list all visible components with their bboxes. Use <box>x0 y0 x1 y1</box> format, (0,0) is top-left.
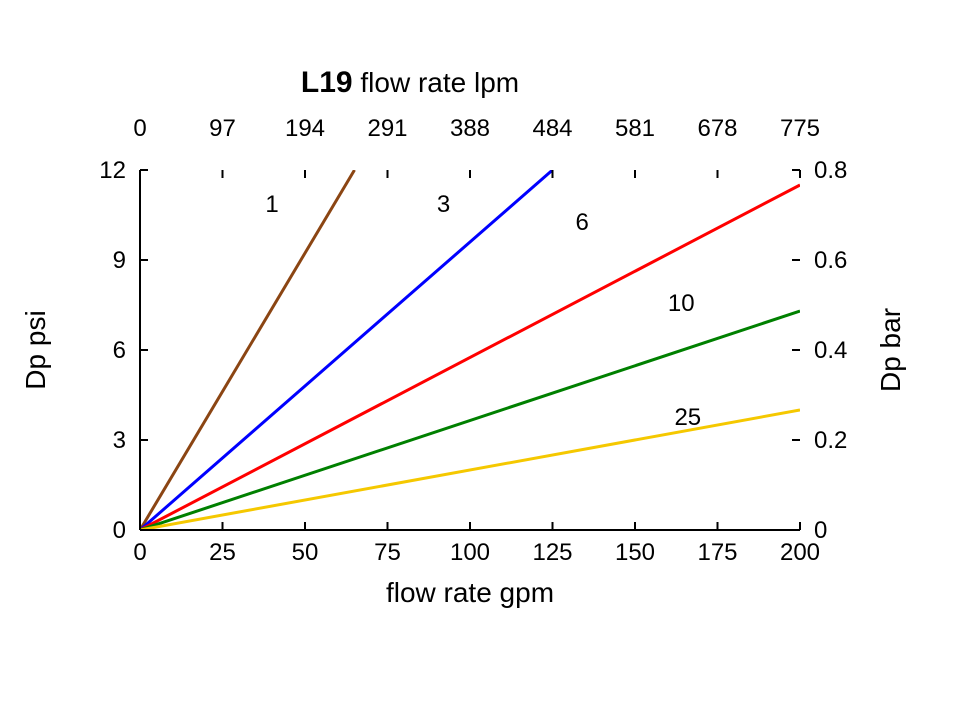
y-left-tick-label: 12 <box>99 157 126 184</box>
chart-title-prefix: L19 <box>301 66 353 99</box>
x-bottom-tick-label: 150 <box>615 539 655 566</box>
y-left-tick-label: 6 <box>113 337 126 364</box>
x-top-tick-label: 194 <box>285 115 325 142</box>
x-top-tick-label: 388 <box>450 115 490 142</box>
y-left-tick-label: 9 <box>113 247 126 274</box>
x-bottom-tick-label: 25 <box>209 539 236 566</box>
x-bottom-tick-label: 175 <box>697 539 737 566</box>
x-bottom-axis-label: flow rate gpm <box>386 577 554 608</box>
y-left-tick-label: 3 <box>113 427 126 454</box>
series-label: 10 <box>668 290 695 317</box>
chart-title-suffix: flow rate lpm <box>353 67 520 98</box>
x-bottom-tick-label: 0 <box>133 539 146 566</box>
y-right-tick-label: 0 <box>814 517 827 544</box>
x-bottom-tick-label: 100 <box>450 539 490 566</box>
series-label: 6 <box>576 209 589 236</box>
y-right-axis-label: Dp bar <box>875 308 906 392</box>
series-label: 25 <box>674 404 701 431</box>
y-left-tick-label: 0 <box>113 517 126 544</box>
x-top-tick-label: 775 <box>780 115 820 142</box>
series-label: 3 <box>437 191 450 218</box>
x-top-tick-label: 291 <box>367 115 407 142</box>
chart-svg: 1361025025507510012515017520009719429138… <box>0 0 972 705</box>
y-left-axis-label: Dp psi <box>20 310 51 389</box>
x-top-tick-label: 0 <box>133 115 146 142</box>
pressure-drop-chart: 1361025025507510012515017520009719429138… <box>0 0 972 705</box>
x-top-tick-label: 97 <box>209 115 236 142</box>
x-top-tick-label: 581 <box>615 115 655 142</box>
y-right-tick-label: 0.6 <box>814 247 847 274</box>
y-right-tick-label: 0.4 <box>814 337 847 364</box>
x-top-tick-label: 678 <box>697 115 737 142</box>
x-bottom-tick-label: 125 <box>532 539 572 566</box>
x-bottom-tick-label: 50 <box>292 539 319 566</box>
y-right-tick-label: 0.8 <box>814 157 847 184</box>
x-bottom-tick-label: 75 <box>374 539 401 566</box>
x-top-tick-label: 484 <box>532 115 572 142</box>
series-label: 1 <box>265 191 278 218</box>
chart-title: L19 flow rate lpm <box>301 66 519 99</box>
y-right-tick-label: 0.2 <box>814 427 847 454</box>
